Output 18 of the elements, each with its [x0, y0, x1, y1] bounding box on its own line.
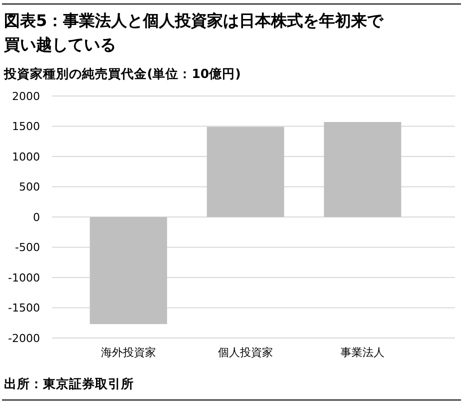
y-tick-label: -500	[15, 241, 40, 254]
y-tick-label: -1500	[8, 302, 40, 315]
y-tick-label: 1000	[12, 150, 40, 164]
bar	[90, 217, 168, 324]
y-tick-label: 0	[33, 210, 40, 224]
bar	[324, 122, 402, 217]
chart-subtitle: 投資家種別の純売買代金(単位：10億円)	[3, 66, 241, 81]
text: 出所：東京証券取引所	[4, 376, 134, 391]
x-tick-label: 事業法人	[340, 346, 385, 359]
bar	[206, 126, 284, 217]
y-tick-label: 1500	[12, 120, 40, 134]
x-tick-label: 個人投資家	[218, 346, 273, 359]
x-tick-label: 海外投資家	[100, 346, 156, 359]
y-tick-label: 2000	[12, 90, 40, 103]
chart-title: 図表5：事業法人と個人投資家は日本株式を年初来で買い越している	[3, 11, 384, 54]
y-tick-label: -1000	[8, 271, 40, 284]
y-tick-label: -2000	[8, 332, 40, 345]
y-tick-label: 500	[19, 180, 40, 194]
